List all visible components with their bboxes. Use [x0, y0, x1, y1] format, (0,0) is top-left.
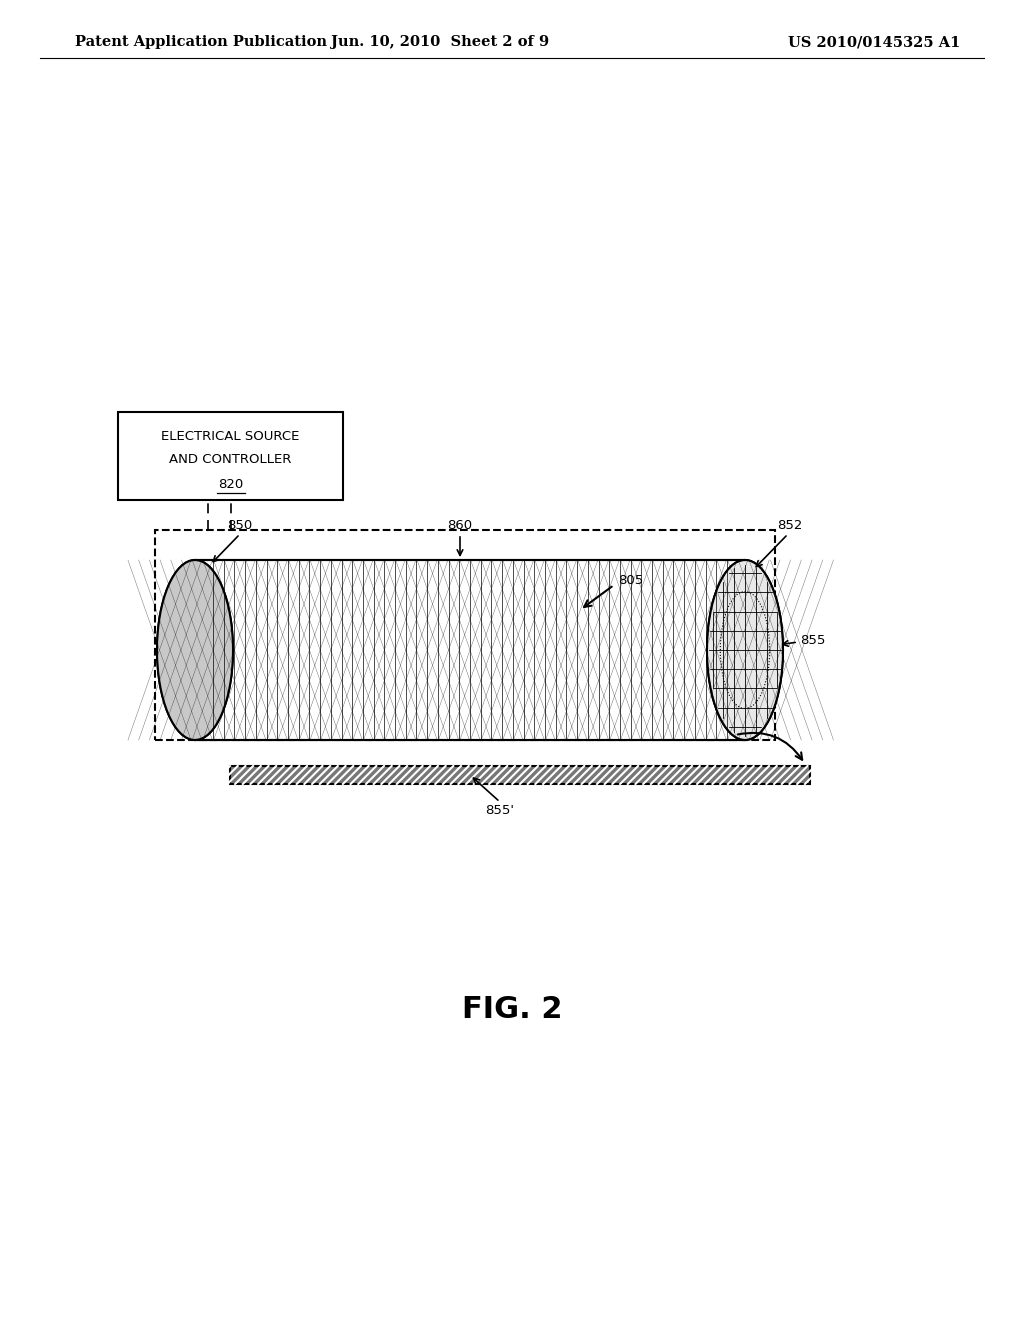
Text: Patent Application Publication: Patent Application Publication	[75, 36, 327, 49]
Ellipse shape	[157, 560, 233, 741]
Text: 855: 855	[800, 634, 825, 647]
Ellipse shape	[157, 560, 233, 741]
Ellipse shape	[707, 560, 783, 741]
Text: 805: 805	[618, 573, 643, 586]
Text: 852: 852	[777, 519, 803, 532]
Text: 855': 855'	[485, 804, 514, 817]
Text: ELECTRICAL SOURCE: ELECTRICAL SOURCE	[162, 430, 300, 444]
Text: AND CONTROLLER: AND CONTROLLER	[169, 453, 292, 466]
Bar	[230, 766, 810, 784]
Bar	[230, 766, 810, 784]
Ellipse shape	[707, 560, 783, 741]
Bar	[155, 531, 775, 741]
Bar	[195, 560, 745, 741]
Text: 820: 820	[218, 478, 243, 491]
Text: FIG. 2: FIG. 2	[462, 995, 562, 1024]
Text: 860: 860	[447, 519, 472, 532]
Text: 850: 850	[227, 519, 253, 532]
Bar	[118, 412, 343, 500]
Text: Jun. 10, 2010  Sheet 2 of 9: Jun. 10, 2010 Sheet 2 of 9	[331, 36, 549, 49]
Text: US 2010/0145325 A1: US 2010/0145325 A1	[787, 36, 961, 49]
